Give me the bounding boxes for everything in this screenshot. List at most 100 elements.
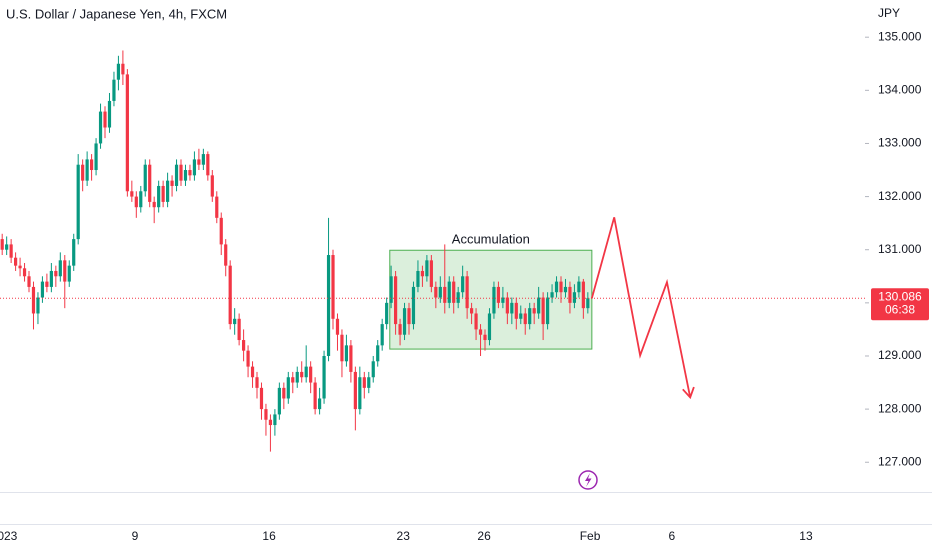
candle-body bbox=[201, 154, 205, 165]
candle-body bbox=[353, 371, 357, 410]
candle-body bbox=[367, 377, 371, 388]
candle-body bbox=[572, 292, 577, 303]
x-tick-label: 26 bbox=[477, 529, 491, 543]
candle-body bbox=[577, 281, 581, 293]
candle-body bbox=[259, 387, 264, 410]
y-tick-label: 134.000 bbox=[878, 82, 922, 96]
candle-body bbox=[537, 297, 541, 314]
candle-body bbox=[380, 324, 384, 346]
candle-body bbox=[326, 255, 331, 356]
candle-body bbox=[385, 302, 389, 325]
candle-body bbox=[107, 100, 112, 128]
candle-body bbox=[139, 191, 143, 208]
candle-body bbox=[456, 292, 460, 303]
y-tick-label: 129.000 bbox=[878, 348, 922, 362]
candle-body bbox=[94, 143, 98, 171]
candle-body bbox=[523, 313, 527, 325]
x-tick-label: 16 bbox=[262, 529, 276, 543]
countdown-label: 06:38 bbox=[885, 302, 915, 316]
y-tick-label: 127.000 bbox=[878, 454, 922, 468]
candle-body bbox=[487, 313, 492, 341]
candle-body bbox=[233, 318, 237, 325]
alert-icon[interactable] bbox=[578, 470, 598, 490]
candle-body bbox=[81, 164, 85, 181]
candle-body bbox=[483, 334, 487, 341]
candle-body bbox=[58, 260, 62, 277]
x-tick-label: 13 bbox=[799, 529, 813, 543]
candle-body bbox=[545, 297, 550, 325]
candle-body bbox=[282, 387, 286, 399]
candle-body bbox=[112, 79, 116, 101]
candle-body bbox=[264, 409, 268, 420]
candle-body bbox=[179, 164, 183, 181]
candle-body bbox=[496, 286, 501, 303]
candle-body bbox=[31, 286, 36, 314]
candle-body bbox=[250, 366, 255, 378]
candle-body bbox=[148, 164, 152, 202]
candle-body bbox=[411, 286, 416, 325]
candle-body bbox=[541, 297, 545, 325]
candle-body bbox=[192, 159, 197, 176]
candle-body bbox=[134, 196, 138, 208]
candle-body bbox=[85, 159, 89, 181]
candle-body bbox=[447, 281, 451, 303]
candle-body bbox=[568, 286, 572, 303]
x-tick-label: Feb bbox=[580, 529, 601, 543]
candle-body bbox=[510, 302, 514, 314]
candle-body bbox=[49, 270, 53, 287]
candle-body bbox=[528, 308, 532, 325]
candle-body bbox=[130, 191, 134, 197]
candle-body bbox=[563, 286, 568, 293]
candle-body bbox=[335, 318, 340, 335]
candle-body bbox=[438, 286, 442, 298]
candle-body bbox=[478, 329, 483, 335]
y-tick-label: 135.000 bbox=[878, 29, 922, 43]
candle-body bbox=[393, 276, 398, 325]
projection-arrowhead bbox=[682, 386, 695, 400]
candle-body bbox=[300, 371, 304, 378]
candle-body bbox=[469, 308, 474, 314]
candle-body bbox=[9, 244, 13, 258]
candle-body bbox=[461, 276, 465, 293]
candle-body bbox=[0, 239, 4, 250]
y-tick-label: 128.000 bbox=[878, 401, 922, 415]
candle-body bbox=[519, 313, 523, 319]
candle-body bbox=[98, 111, 103, 144]
candle-body bbox=[465, 276, 469, 309]
candle-body bbox=[532, 308, 536, 314]
candle-body bbox=[291, 377, 295, 383]
candle-body bbox=[224, 244, 228, 266]
candle-body bbox=[550, 292, 554, 298]
candle-body bbox=[27, 276, 31, 287]
candle-body bbox=[581, 281, 585, 309]
candle-body bbox=[103, 111, 107, 128]
candle-body bbox=[501, 297, 505, 303]
candle-body bbox=[349, 345, 353, 372]
candle-body bbox=[371, 361, 375, 378]
candle-body bbox=[174, 164, 179, 186]
candle-body bbox=[304, 366, 308, 378]
candle-body bbox=[434, 286, 438, 298]
candle-body bbox=[344, 345, 349, 362]
candle-body bbox=[246, 350, 250, 367]
candle-body bbox=[121, 63, 125, 75]
candle-body bbox=[157, 185, 161, 208]
candle-body bbox=[116, 63, 121, 80]
projection-line bbox=[590, 217, 692, 398]
candle-body bbox=[402, 308, 407, 335]
candle-body bbox=[416, 270, 420, 287]
candle-body bbox=[206, 154, 210, 176]
candle-body bbox=[309, 366, 313, 383]
candle-body bbox=[22, 268, 27, 277]
plot-area bbox=[0, 50, 865, 452]
candle-body bbox=[322, 355, 326, 399]
candle-body bbox=[452, 281, 456, 303]
candle-body bbox=[429, 260, 433, 287]
candle-body bbox=[45, 281, 49, 287]
candle-body bbox=[228, 265, 232, 325]
candle-body bbox=[317, 398, 322, 410]
candle-body bbox=[492, 286, 496, 314]
candle-body bbox=[40, 281, 45, 298]
chart-title: U.S. Dollar / Japanese Yen, 4h, FXCM bbox=[6, 6, 227, 21]
